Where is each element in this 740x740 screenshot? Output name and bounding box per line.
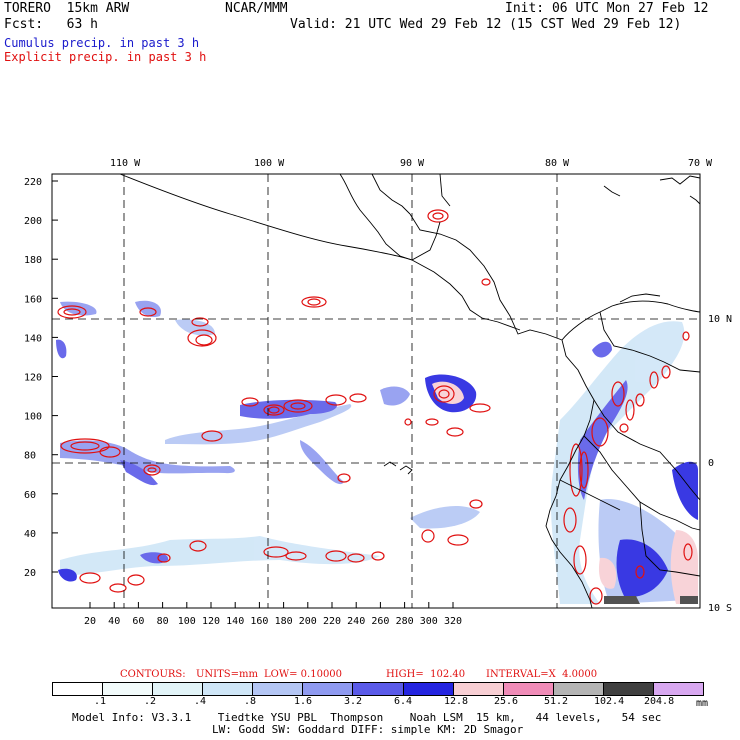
y-tick-label: 100 xyxy=(24,412,42,423)
colorbar-swatch xyxy=(353,683,404,695)
x-tick-label: 300 xyxy=(420,616,438,627)
legend-explicit: Explicit precip. in past 3 h xyxy=(4,50,207,64)
x-tick-label: 240 xyxy=(347,616,365,627)
y-tick-label: 20 xyxy=(24,568,36,579)
y-tick-label: 180 xyxy=(24,255,42,266)
org-label: NCAR/MMM xyxy=(225,1,288,16)
colorbar-swatch xyxy=(653,683,704,695)
init-time: Init: 06 UTC Mon 27 Feb 12 xyxy=(505,1,709,16)
x-tick-label: 140 xyxy=(226,616,244,627)
forecast-hour: Fcst: 63 h xyxy=(4,17,98,32)
model-info: Model Info: V3.3.1 Tiedtke YSU PBL Thomp… xyxy=(72,711,662,724)
precip-colorbar xyxy=(52,682,704,696)
x-tick-label: 20 xyxy=(84,616,96,627)
x-tick-label: 120 xyxy=(202,616,220,627)
lon-label-90w: 90 W xyxy=(400,158,425,169)
model-title: TORERO 15km ARW xyxy=(4,1,130,16)
colorbar-swatch xyxy=(303,683,354,695)
colorbar-label: 102.4 xyxy=(594,696,625,707)
colorbar-swatch xyxy=(453,683,504,695)
colorbar-swatch xyxy=(553,683,604,695)
colorbar-label: .1 xyxy=(94,696,107,707)
x-tick-label: 100 xyxy=(178,616,196,627)
low-label: LOW= 0.10000 xyxy=(264,669,343,680)
y-tick-label: 60 xyxy=(24,490,36,501)
x-tick-label: 320 xyxy=(444,616,462,627)
high-label: HIGH= 102.40 xyxy=(386,669,466,680)
lon-label-100w: 100 W xyxy=(254,158,285,169)
colorbar-swatch xyxy=(203,683,254,695)
x-tick-label: 60 xyxy=(132,616,144,627)
y-tick-labels: 220 200 180 160 140 120 100 80 60 40 20 xyxy=(24,177,42,579)
x-tick-label: 280 xyxy=(396,616,414,627)
colorbar-label: .4 xyxy=(194,696,207,707)
x-tick-label: 80 xyxy=(157,616,169,627)
legend-cumulus: Cumulus precip. in past 3 h xyxy=(4,36,200,50)
colorbar-unit: mm xyxy=(696,698,709,709)
colorbar-label: 25.6 xyxy=(494,696,519,707)
interval-label: INTERVAL=X 4.0000 xyxy=(486,669,598,680)
y-tick-label: 120 xyxy=(24,373,42,384)
y-tick-label: 140 xyxy=(24,333,42,344)
y-tick-label: 160 xyxy=(24,294,42,305)
y-tick-label: 80 xyxy=(24,451,36,462)
physics-info: LW: Godd SW: Goddard DIFF: simple KM: 2D… xyxy=(212,723,524,736)
lat-lon-grid xyxy=(52,174,700,608)
contours-label: CONTOURS: xyxy=(120,669,186,680)
colorbar-swatch xyxy=(103,683,154,695)
colorbar-labels: .1 .2 .4 .8 1.6 3.2 6.4 12.8 25.6 51.2 102.4 204.8 xyxy=(0,696,740,708)
colorbar-swatch xyxy=(603,683,654,695)
x-tick-label: 160 xyxy=(250,616,268,627)
x-tick-label: 180 xyxy=(275,616,293,627)
axis-ticks xyxy=(52,180,454,608)
colorbar-swatch xyxy=(153,683,204,695)
colorbar-label: 204.8 xyxy=(644,696,675,707)
y-tick-label: 220 xyxy=(24,177,42,188)
colorbar-label: 12.8 xyxy=(444,696,469,707)
coastlines xyxy=(119,173,701,609)
lat-label-10n: 10 N xyxy=(708,314,732,325)
y-tick-label: 200 xyxy=(24,216,42,227)
x-tick-labels: 20 40 60 80 100 120 140 160 180 200 220 240 260 280 30… xyxy=(84,616,462,627)
lat-label-10s: 10 S xyxy=(708,603,732,614)
x-tick-label: 40 xyxy=(108,616,120,627)
colorbar-label: .2 xyxy=(144,696,157,707)
lon-label-70w: 70 W xyxy=(688,158,713,169)
valid-time: Valid: 21 UTC Wed 29 Feb 12 (15 CST Wed … xyxy=(290,17,682,32)
colorbar-swatch xyxy=(253,683,304,695)
x-tick-label: 260 xyxy=(371,616,389,627)
colorbar-label: 1.6 xyxy=(294,696,313,707)
colorbar-label: 6.4 xyxy=(394,696,413,707)
units-label: UNITS=mm xyxy=(196,669,258,680)
colorbar-label: 3.2 xyxy=(344,696,363,707)
explicit-precip-contours xyxy=(57,209,693,605)
colorbar-label: .8 xyxy=(244,696,257,707)
lat-label-0: 0 xyxy=(708,458,714,469)
colorbar-swatch xyxy=(403,683,454,695)
x-tick-label: 220 xyxy=(323,616,341,627)
lon-label-80w: 80 W xyxy=(545,158,570,169)
lon-label-110w: 110 W xyxy=(110,158,141,169)
colorbar-swatch xyxy=(53,683,104,695)
y-tick-label: 40 xyxy=(24,529,36,540)
x-tick-label: 200 xyxy=(299,616,317,627)
colorbar-swatch xyxy=(503,683,554,695)
colorbar-label: 51.2 xyxy=(544,696,569,707)
